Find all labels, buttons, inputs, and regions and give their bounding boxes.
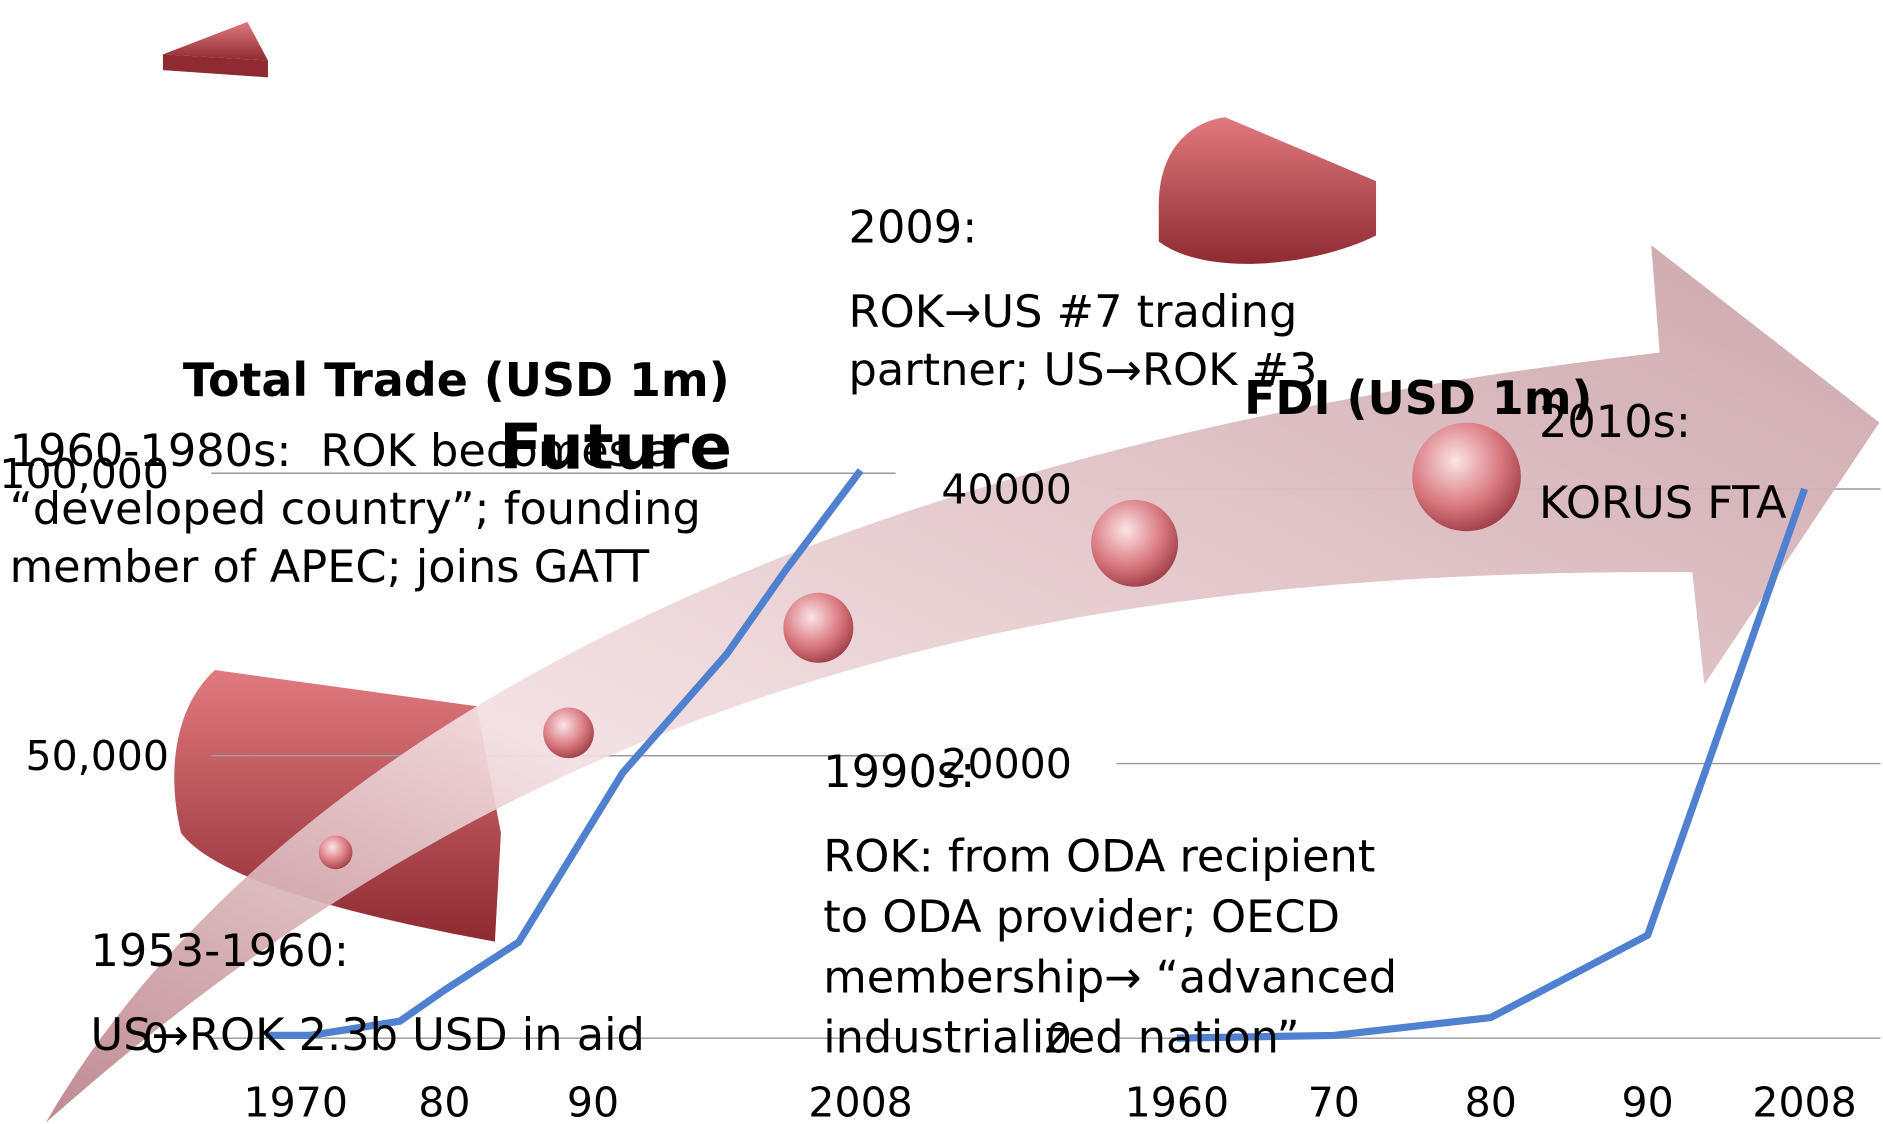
x-tick-label: 2008 — [808, 1079, 912, 1124]
annotation-heading: 1960-1980s: — [10, 425, 292, 477]
annotation-text: ROK becomes a — [320, 425, 673, 477]
slide: Future Total Trade (USD 1m)050,000100,00… — [0, 0, 1883, 1124]
annotation-heading: 2009: — [849, 202, 978, 254]
annotation-text: KORUS FTA — [1539, 477, 1787, 529]
annotation-heading: 1953-1960: — [91, 925, 349, 977]
x-tick-label: 70 — [1308, 1079, 1360, 1124]
annotation-text: partner; US→ROK #3 — [849, 344, 1318, 396]
x-tick-label: 90 — [1622, 1079, 1674, 1124]
annotation-text: to ODA provider; OECD — [823, 891, 1340, 943]
annotation-heading: 2010s: — [1539, 396, 1691, 448]
x-tick-label: 90 — [567, 1079, 619, 1124]
x-tick-label: 1970 — [244, 1079, 348, 1124]
annotation-text: member of APEC; joins GATT — [10, 541, 650, 593]
annotation-heading: 1990s: — [823, 746, 975, 798]
chart-title: Total Trade (USD 1m) — [183, 353, 730, 407]
x-tick-label: 80 — [1465, 1079, 1517, 1124]
y-tick-label: 40000 — [941, 465, 1071, 513]
x-tick-label: 80 — [418, 1079, 470, 1124]
x-tick-label: 2008 — [1752, 1079, 1856, 1124]
x-tick-label: 1960 — [1125, 1079, 1229, 1124]
annotation-text: “developed country”; founding — [10, 483, 701, 535]
y-tick-label: 50,000 — [25, 732, 169, 780]
annotation-text: US→ROK 2.3b USD in aid — [91, 1009, 645, 1061]
annotation-text: ROK: from ODA recipient — [823, 831, 1375, 883]
annotation-text: industrialized nation” — [823, 1012, 1299, 1064]
annotation-text: membership→ “advanced — [823, 951, 1397, 1003]
annotation-text: ROK→US #7 trading — [849, 286, 1298, 338]
